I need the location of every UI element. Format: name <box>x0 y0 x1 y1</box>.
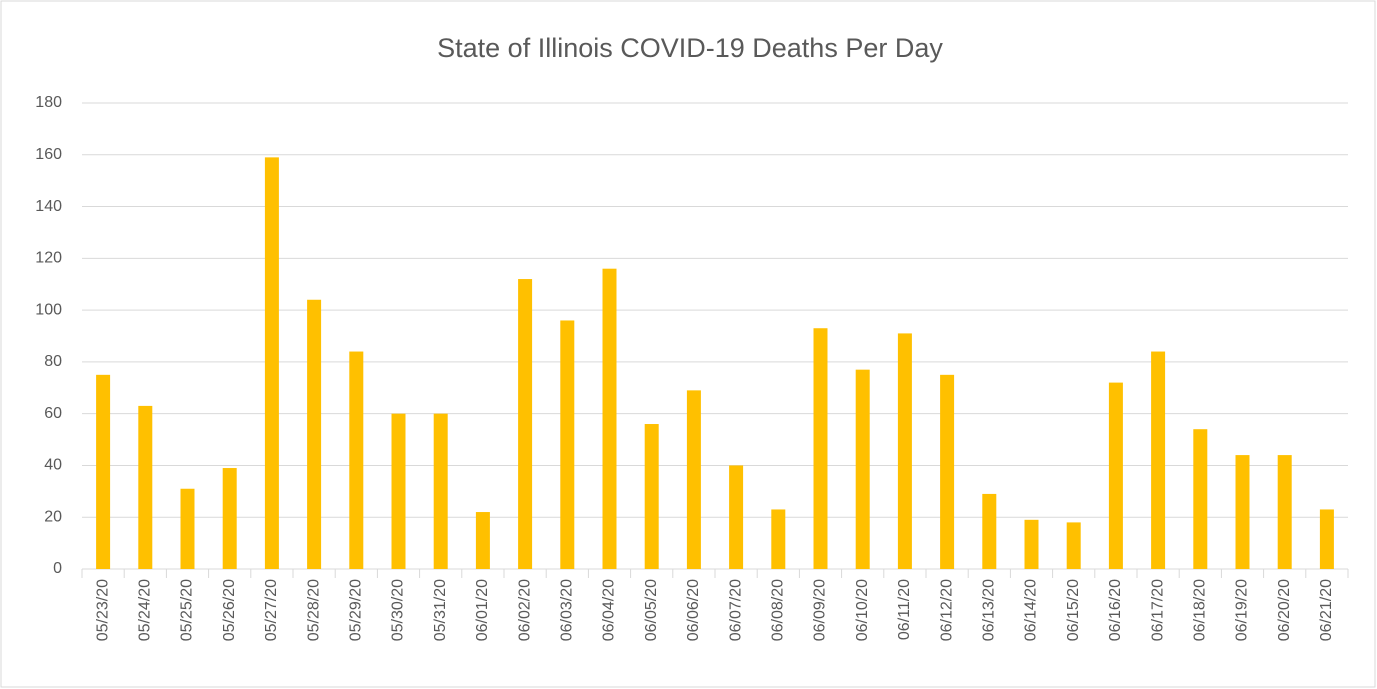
bar <box>1066 522 1081 569</box>
chart-title: State of Illinois COVID-19 Deaths Per Da… <box>437 33 943 63</box>
bar <box>1108 382 1123 569</box>
x-tick-label: 06/02/20 <box>516 579 533 641</box>
bar <box>644 424 659 569</box>
bar <box>1024 519 1039 569</box>
bar <box>560 320 575 569</box>
y-tick-label: 60 <box>44 405 62 422</box>
x-tick-label: 06/06/20 <box>685 579 702 641</box>
x-tick-label: 06/01/20 <box>474 579 491 641</box>
x-tick-label: 06/11/20 <box>896 579 913 640</box>
x-tick-label: 06/03/20 <box>559 579 576 641</box>
y-tick-label: 0 <box>53 560 62 577</box>
x-tick-label: 06/17/20 <box>1149 579 1166 641</box>
x-tick-label: 05/31/20 <box>432 579 449 641</box>
x-tick-label: 06/09/20 <box>812 579 829 641</box>
x-tick-label: 06/18/20 <box>1192 579 1209 641</box>
bar <box>475 512 490 569</box>
x-tick-label: 05/30/20 <box>390 579 407 641</box>
x-tick-label: 05/25/20 <box>179 579 196 641</box>
x-tick-label: 06/10/20 <box>854 579 871 641</box>
bar <box>222 468 237 569</box>
y-tick-label: 100 <box>35 301 62 318</box>
y-tick-label: 180 <box>35 94 62 111</box>
y-tick-label: 160 <box>35 146 62 163</box>
y-tick-label: 40 <box>44 457 62 474</box>
x-tick-label: 06/19/20 <box>1234 579 1251 641</box>
x-tick-label: 06/05/20 <box>643 579 660 641</box>
bar <box>602 268 617 569</box>
x-tick-label: 06/08/20 <box>770 579 787 641</box>
x-tick-label: 05/24/20 <box>137 579 154 641</box>
x-tick-label: 05/27/20 <box>263 579 280 641</box>
x-tick-label: 06/14/20 <box>1023 579 1040 641</box>
x-tick-label: 06/13/20 <box>981 579 998 641</box>
bar <box>1193 429 1208 569</box>
x-tick-label: 05/26/20 <box>221 579 238 641</box>
bar <box>264 157 279 569</box>
bar <box>855 369 870 569</box>
bar <box>1235 455 1250 569</box>
bar <box>96 374 111 569</box>
x-tick-label: 06/04/20 <box>601 579 618 641</box>
bar <box>391 413 406 569</box>
x-tick-label: 06/12/20 <box>938 579 955 641</box>
x-tick-label: 06/15/20 <box>1065 579 1082 641</box>
bar <box>518 279 533 569</box>
y-tick-label: 20 <box>44 508 62 525</box>
x-tick-label: 06/16/20 <box>1107 579 1124 641</box>
x-tick-label: 05/23/20 <box>94 579 111 641</box>
y-tick-label: 120 <box>35 250 62 267</box>
bar <box>1319 509 1334 569</box>
bar <box>349 351 364 569</box>
bar <box>729 465 744 569</box>
y-tick-label: 140 <box>35 198 62 215</box>
x-tick-label: 06/21/20 <box>1318 579 1335 641</box>
x-tick-label: 06/07/20 <box>727 579 744 641</box>
x-tick-label: 05/29/20 <box>348 579 365 641</box>
bar <box>1277 455 1292 569</box>
bar <box>433 413 448 569</box>
bar <box>982 493 997 569</box>
bar <box>940 374 955 569</box>
y-tick-label: 80 <box>44 353 62 370</box>
bar <box>686 390 701 569</box>
bar <box>307 299 322 569</box>
bar <box>897 333 912 569</box>
x-tick-label: 05/28/20 <box>305 579 322 641</box>
bar <box>180 488 195 569</box>
bar <box>138 405 153 569</box>
x-tick-label: 06/20/20 <box>1276 579 1293 641</box>
bar <box>1151 351 1166 569</box>
bar <box>813 328 828 569</box>
bar <box>771 509 786 569</box>
